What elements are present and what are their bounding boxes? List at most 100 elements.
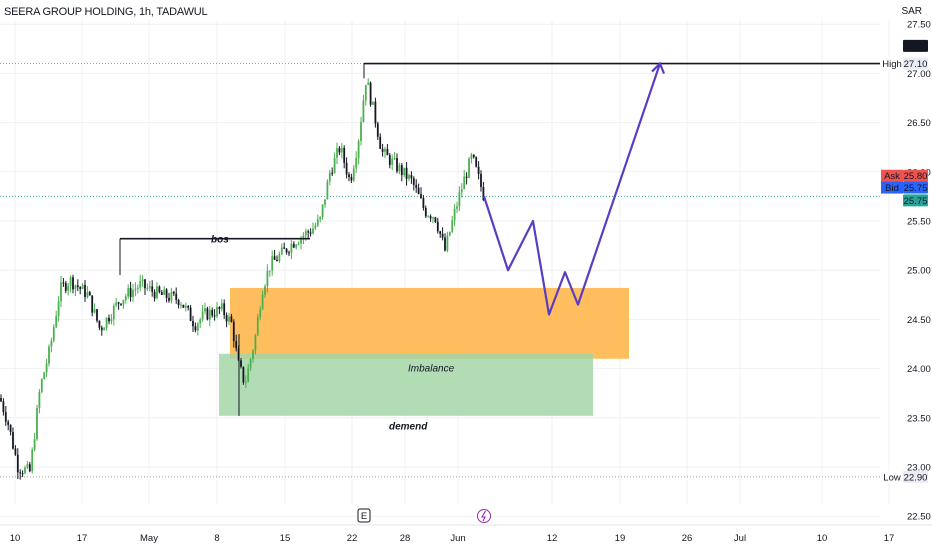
candle — [134, 282, 137, 297]
candle — [393, 151, 396, 161]
candle — [448, 231, 451, 237]
projection-path — [482, 63, 662, 316]
candle — [60, 276, 62, 308]
candle — [396, 153, 398, 174]
candle — [441, 227, 444, 241]
x-tick-label: 22 — [347, 533, 358, 544]
candle — [271, 250, 274, 276]
candle — [266, 264, 269, 293]
candle — [367, 78, 370, 86]
dividend-icon[interactable] — [477, 509, 491, 523]
candle — [290, 240, 293, 260]
candle — [50, 337, 53, 353]
last-value-bg — [903, 194, 928, 207]
candle — [91, 295, 94, 317]
candle — [384, 146, 386, 158]
ask-value: 25.80 — [904, 171, 928, 182]
candle — [117, 301, 120, 310]
high-tag-value: 27.10 — [904, 41, 928, 52]
lightning-icon — [481, 510, 486, 522]
candle — [268, 270, 271, 277]
candle — [434, 216, 437, 224]
candle — [21, 470, 24, 477]
candle — [213, 309, 216, 321]
candle — [458, 186, 461, 212]
candle — [422, 195, 425, 211]
candle — [100, 325, 103, 336]
candle — [45, 358, 48, 377]
supply-zone — [230, 287, 629, 359]
candle — [475, 156, 478, 168]
candle — [338, 146, 341, 156]
candle — [153, 289, 156, 302]
candle — [261, 290, 264, 311]
candle — [451, 215, 454, 234]
ask-value-bg — [903, 169, 928, 182]
candle — [480, 170, 482, 192]
candle — [264, 284, 266, 298]
candle — [372, 101, 374, 105]
candle — [348, 172, 350, 182]
candle — [252, 348, 254, 363]
candle — [165, 288, 168, 303]
candle — [196, 322, 199, 336]
y-tick-label: 27.50 — [907, 20, 931, 31]
candle — [7, 419, 10, 431]
candle — [321, 204, 324, 220]
candle — [69, 275, 72, 293]
candle — [235, 334, 238, 352]
candle — [86, 286, 89, 299]
candle — [88, 290, 91, 296]
candle — [345, 157, 348, 179]
bid-label: Bid — [885, 183, 899, 194]
candle — [122, 299, 125, 309]
candle — [55, 310, 58, 329]
candle — [456, 201, 458, 213]
candle — [292, 241, 295, 249]
candle — [432, 216, 434, 224]
candle — [276, 255, 278, 262]
candle — [124, 293, 127, 304]
earnings-marker[interactable] — [357, 508, 371, 523]
earnings-label: E — [361, 511, 367, 522]
candle — [132, 283, 134, 302]
bid-value: 25.75 — [904, 183, 928, 194]
candle — [242, 366, 245, 385]
candle — [141, 275, 144, 287]
candle — [177, 298, 180, 309]
candle — [72, 274, 74, 294]
candle — [187, 305, 190, 311]
candle — [98, 320, 101, 331]
candle — [328, 169, 331, 186]
candle — [26, 461, 29, 470]
y-tick-label: 26.50 — [907, 118, 931, 129]
x-tick-label: May — [140, 533, 158, 544]
x-tick-label: 28 — [400, 533, 411, 544]
bid-label-bg — [881, 181, 903, 194]
candle — [172, 290, 175, 297]
candle — [79, 286, 82, 295]
candle — [204, 302, 206, 315]
candle — [76, 279, 79, 292]
candle — [163, 285, 166, 296]
low-value-bg — [903, 470, 928, 483]
candle — [81, 283, 84, 289]
x-tick-label: 26 — [682, 533, 693, 544]
chart-title: SEERA GROUP HOLDING, 1h, TADAWUL — [4, 6, 208, 18]
candle — [470, 152, 473, 164]
candle — [376, 121, 379, 140]
candle — [33, 432, 36, 452]
y-tick-label: 25.00 — [907, 266, 931, 277]
candle — [472, 154, 475, 159]
y-tick-label: 23.50 — [907, 413, 931, 424]
candle — [57, 296, 60, 322]
candle — [168, 292, 170, 303]
candle — [280, 243, 283, 256]
candle — [24, 465, 26, 475]
candle — [357, 139, 360, 165]
candle — [333, 152, 336, 174]
x-tick-label: 10 — [10, 533, 21, 544]
candle — [170, 287, 173, 304]
candle — [199, 317, 202, 329]
